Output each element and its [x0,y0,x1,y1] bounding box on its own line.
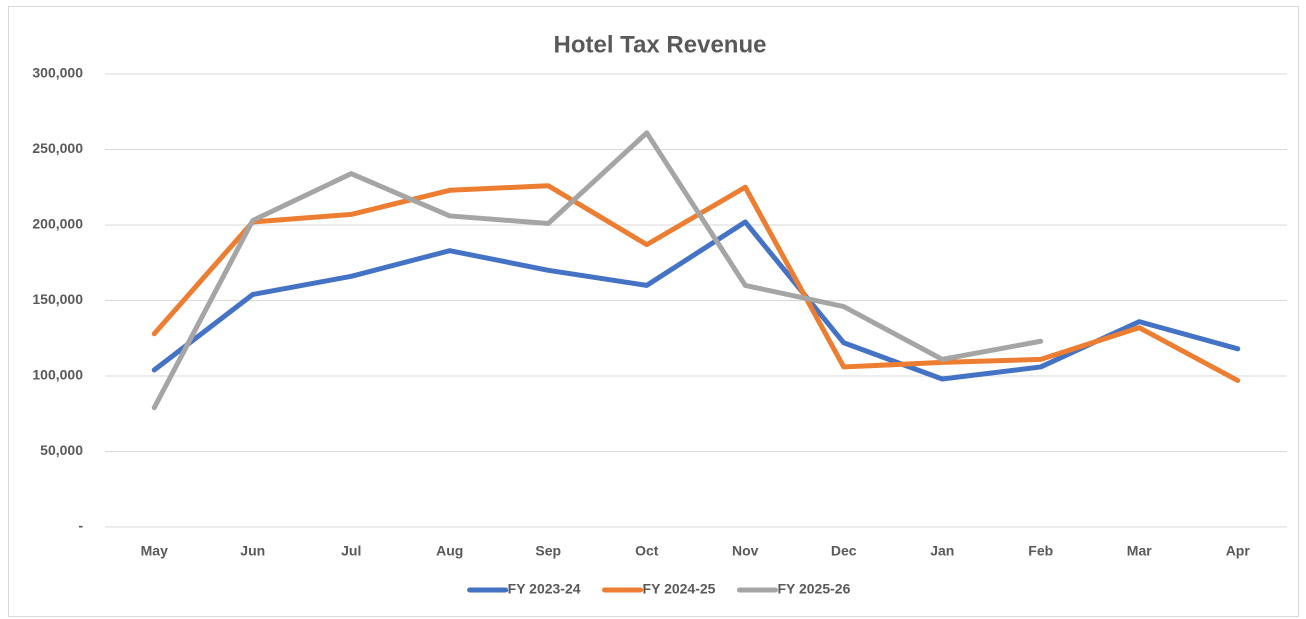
x-tick-label: May [141,543,168,559]
x-tick-label: Jan [930,543,954,559]
y-tick-label: 50,000 [40,442,83,458]
x-tick-label: Dec [831,543,857,559]
series-line [151,130,1044,411]
y-tick-label: - [78,518,83,534]
x-tick-label: Jun [240,543,265,559]
y-tick-label: 300,000 [32,65,83,81]
series-line [151,183,1241,384]
x-tick-label: Mar [1127,543,1152,559]
legend-label: FY 2024-25 [643,581,716,597]
x-tick-label: Feb [1028,543,1053,559]
legend-label: FY 2023-24 [508,581,581,597]
chart-border [8,6,1299,617]
x-tick-label: Jul [341,543,361,559]
x-tick-label: Sep [535,543,561,559]
y-tick-label: 200,000 [32,216,83,232]
x-tick-label: Apr [1226,543,1251,559]
y-tick-label: 150,000 [32,291,83,307]
y-tick-label: 100,000 [32,367,83,383]
x-tick-label: Aug [436,543,463,559]
x-tick-label: Nov [732,543,759,559]
legend-label: FY 2025-26 [777,581,850,597]
series-line [151,219,1241,382]
y-tick-label: 250,000 [32,140,83,156]
x-tick-label: Oct [635,543,659,559]
chart-title: Hotel Tax Revenue [554,31,767,58]
